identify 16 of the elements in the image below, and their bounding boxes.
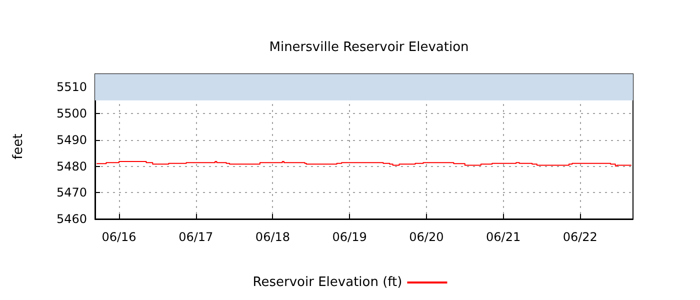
y-tick-label: 5490 <box>56 132 87 147</box>
y-tick-label: 5460 <box>56 212 87 226</box>
chart-title: Minersville Reservoir Elevation <box>269 40 469 55</box>
x-tick-label: 06/18 <box>255 230 290 244</box>
x-tick-label: 06/22 <box>562 230 598 244</box>
legend-label: Reservoir Elevation (ft) <box>252 275 402 290</box>
x-tick-label: 06/20 <box>409 230 444 244</box>
y-tick-label: 5500 <box>56 106 87 121</box>
x-tick-label: 06/19 <box>332 230 367 244</box>
x-tick-label: 06/21 <box>486 230 521 244</box>
x-tick-label: 06/17 <box>178 230 214 244</box>
y-axis-title: feet <box>11 134 26 160</box>
y-tick-label: 5480 <box>56 159 87 174</box>
x-tick-label: 06/16 <box>102 230 136 244</box>
y-tick-label: 5470 <box>56 186 87 200</box>
y-tick-label: 5510 <box>56 80 87 94</box>
